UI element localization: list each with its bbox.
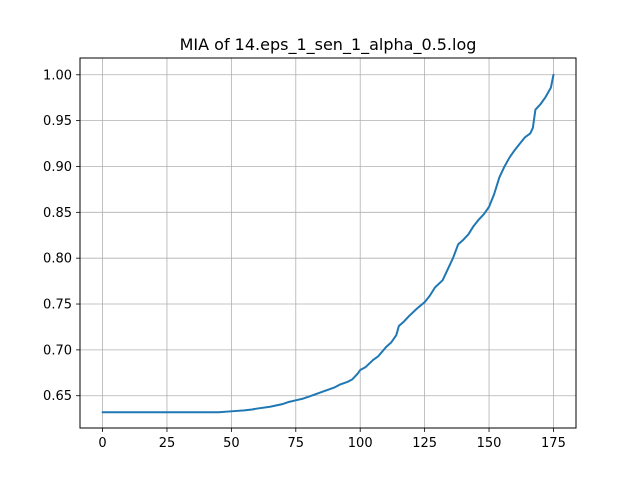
y-tick-label: 0.85: [43, 206, 72, 221]
x-axis: 0 25 50 75 100 125 150 175: [98, 428, 566, 451]
y-tick-label: 1.00: [43, 68, 72, 83]
y-tick-label: 0.80: [43, 252, 72, 267]
y-tick-label: 0.65: [43, 389, 72, 404]
x-tick-label: 50: [223, 436, 240, 451]
x-tick-label: 75: [288, 436, 305, 451]
y-axis: 0.65 0.70 0.75 0.80 0.85 0.90 0.95 1.00: [43, 68, 80, 404]
x-tick-label: 125: [412, 436, 437, 451]
y-tick-label: 0.90: [43, 160, 72, 175]
series: [101, 73, 555, 414]
y-tick-label: 0.95: [43, 114, 72, 129]
x-tick-label: 25: [159, 436, 176, 451]
x-tick-label: 0: [98, 436, 106, 451]
plot-frame: [79, 57, 577, 429]
grid: [80, 58, 576, 428]
series-line: [101, 73, 555, 414]
chart-title: MIA of 14.eps_1_sen_1_alpha_0.5.log: [180, 35, 477, 55]
y-tick-label: 0.70: [43, 343, 72, 358]
y-tick-label: 0.75: [43, 298, 72, 313]
x-tick-label: 150: [477, 436, 502, 451]
x-tick-label: 175: [541, 436, 566, 451]
x-tick-label: 100: [348, 436, 373, 451]
